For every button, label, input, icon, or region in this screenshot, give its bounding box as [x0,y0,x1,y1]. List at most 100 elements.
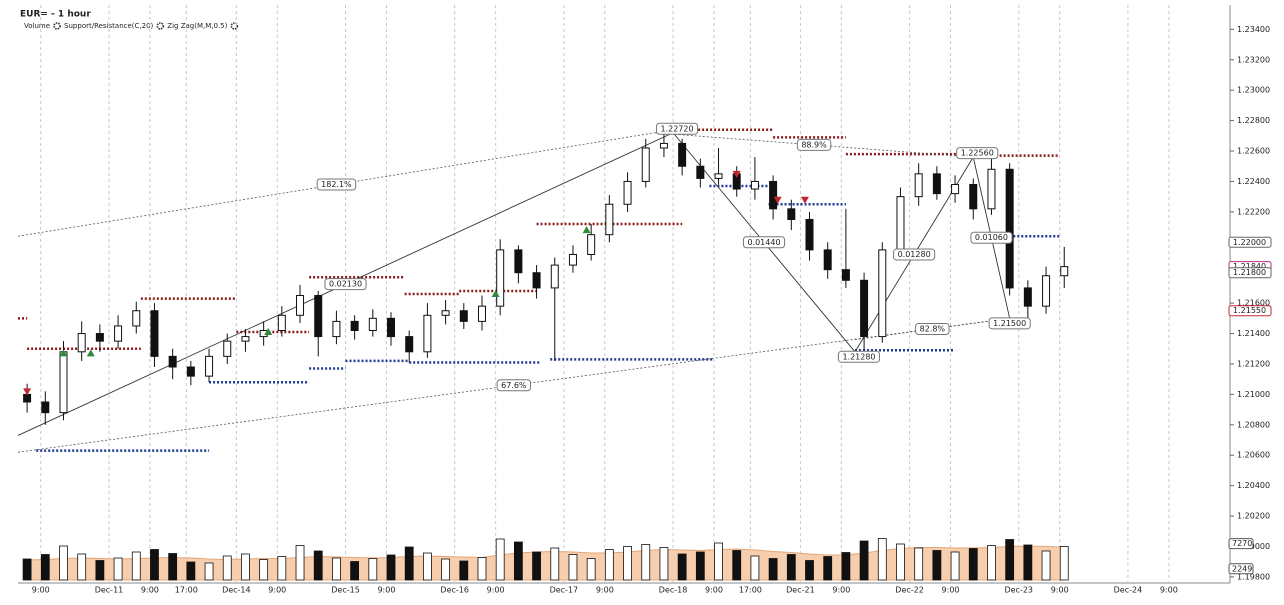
y-tick-label: 1.20400 [1237,481,1270,490]
volume-bar [40,554,50,581]
trendline-label-box [796,138,832,151]
x-tick-label: 9:00 [268,586,286,595]
candle-body [605,203,614,236]
volume-bar [841,552,851,581]
volume-bar [113,557,123,581]
zigzag-segment-label: 0.02130 [329,280,362,289]
candle-body [314,295,323,338]
candle-body [477,305,486,322]
signal-marker [800,196,809,204]
volume-bar [623,546,632,581]
trendline-label: 67.6% [501,381,527,390]
price-flag-label: 1.21840 [1233,262,1266,271]
price-flag-box [1228,267,1272,279]
trendline [654,132,974,158]
y-tick-label: 1.20800 [1237,420,1270,429]
x-tick-label: Dec-24 [1114,586,1143,595]
candle-body [641,147,650,182]
zigzag-price-label-group: 1.22720 [655,122,699,135]
signal-marker [582,226,591,234]
candle-body [514,249,523,274]
trendline-label-group: 182.1% [316,178,357,191]
volume-bar [805,560,814,581]
signal-marker [23,388,32,396]
x-tick-label: 17:00 [175,586,198,595]
candle-body [696,165,705,179]
y-tick-label: 1.22200 [1237,207,1270,216]
candle-body [368,317,377,332]
volume-bar [422,552,432,581]
x-tick-label: 9:00 [32,586,50,595]
trendline-label: 82.8% [920,324,946,333]
candle-body [969,183,978,210]
volume-bar [259,559,269,581]
volume-bar [477,557,487,581]
volume-bar [131,551,141,581]
candle-body [387,317,396,338]
volume-bar [950,551,960,581]
volume-bar [168,553,178,581]
y-tick-label: 1.23000 [1237,86,1270,95]
candle-body [168,355,177,368]
signal-marker [732,170,741,178]
volume-bar [786,554,796,581]
volume-bar [896,543,905,581]
candle-body [769,180,778,210]
gear-icon [230,22,239,30]
volume-bar [241,553,250,581]
x-tick-label: 17:00 [739,586,762,595]
price-flag-label: 1.22000 [1233,238,1266,247]
candle-body [878,249,887,338]
zigzag-price-label: 1.21500 [993,319,1026,328]
x-tick-label: Dec-23 [1004,586,1033,595]
volume-bar [659,547,669,581]
volume-bar [368,558,378,581]
candle-body [678,142,687,167]
volume-bar [732,550,742,581]
candle-body [132,310,141,327]
candle-body [241,336,250,342]
candle-body [932,173,941,195]
candle-body [459,310,468,322]
volume-bar [604,549,614,581]
candle-body [114,325,123,342]
x-tick-label: 9:00 [1160,586,1178,595]
x-tick-label: 9:00 [832,586,850,595]
y-tick-label: 1.21400 [1237,329,1270,338]
candle-body [896,196,905,251]
trendline-label-box [316,178,357,191]
zigzag-price-label-box [655,122,699,135]
volume-bar [1023,544,1033,581]
volume-bar [987,545,996,581]
candle-body [441,310,450,316]
x-tick-label: 9:00 [705,586,723,595]
x-tick-label: 9:00 [141,586,159,595]
x-tick-label: 9:00 [377,586,395,595]
volume-bar [386,554,396,581]
volume-bar [750,555,760,581]
volume-bar [932,550,942,581]
zigzag-segment-label-box [893,248,936,261]
volume-bar [295,545,305,581]
candle-body [1060,266,1069,277]
zigzag-price-label-group: 1.21280 [837,350,881,363]
candle-body [568,253,577,266]
trendline [17,132,655,237]
volume-bar [459,560,469,581]
volume-bar [1059,546,1069,581]
candle-body [987,168,996,210]
x-tick-label: Dec-18 [659,586,688,595]
volume-bar [968,548,978,581]
zigzag-price-label-group: 1.21500 [988,317,1031,330]
zigzag-price-label: 1.22560 [961,149,994,158]
signal-marker [59,349,68,357]
candle-body [1042,275,1051,307]
y-tick-label: 1.22400 [1237,177,1270,186]
candle-body [1023,287,1032,307]
signal-marker [264,328,273,336]
x-tick-label: 9:00 [942,586,960,595]
volume-bar [313,550,323,581]
volume-bar [404,546,414,581]
candle-body [805,218,814,251]
zigzag-segment-label: 0.01440 [747,238,780,247]
